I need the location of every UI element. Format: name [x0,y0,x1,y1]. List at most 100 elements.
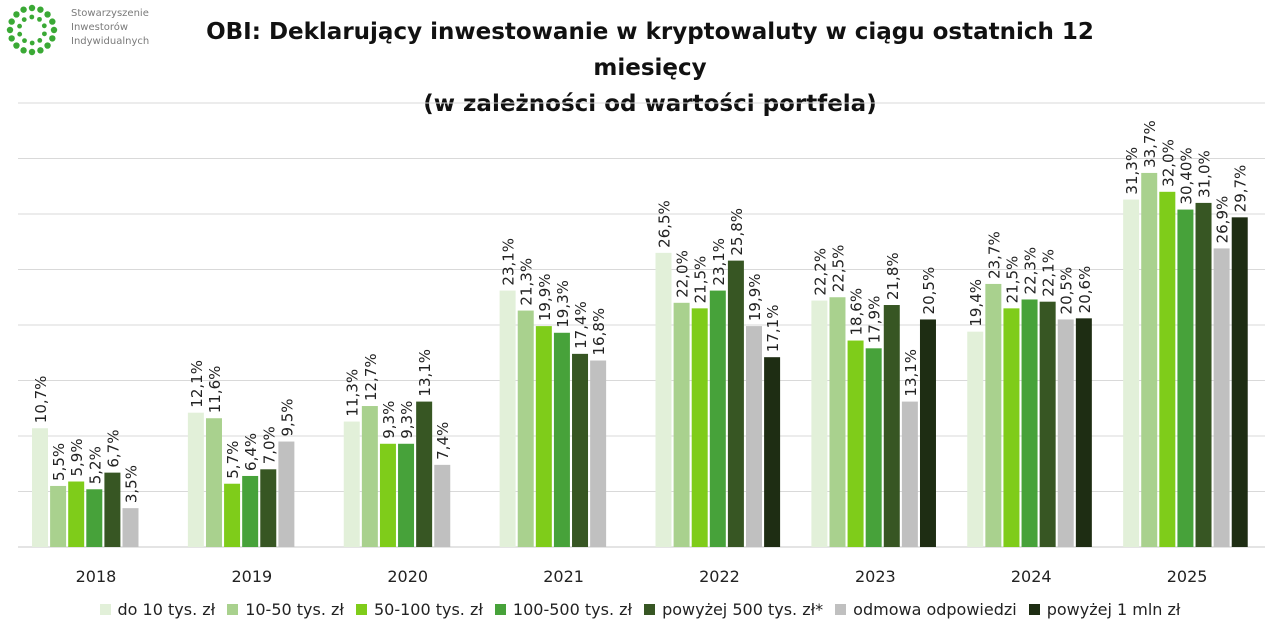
bar [883,305,900,547]
x-tick-label: 2024 [1011,567,1052,586]
sii-logo [6,4,58,56]
bar [1123,199,1140,547]
chart-title: OBI: Deklarujący inwestowanie w kryptowa… [150,14,1150,122]
x-tick-labels: 2018 2019 2020 2021 2022 2023 2024 2025 [76,567,1208,586]
bar [673,302,690,547]
bar [985,283,1002,547]
data-label: 20,5% [920,267,938,315]
bar [590,360,607,547]
bar [1213,248,1230,547]
data-label: 19,9% [536,273,554,321]
legend-label: 100-500 tys. zł [512,600,633,619]
data-label: 30,40% [1177,147,1195,204]
data-label: 31,0% [1196,150,1214,198]
bar [499,290,516,547]
bar [224,483,241,547]
bar [187,412,204,547]
legend-label: powyżej 1 mln zł [1046,600,1181,619]
logo-line: Inwestorów [71,22,129,33]
bar [86,489,103,547]
data-label: 26,5% [656,200,674,248]
bar [32,428,48,547]
bar [572,353,589,547]
legend-label: odmowa odpowiedzi [853,600,1017,619]
data-label: 17,1% [764,305,782,353]
legend-swatch [835,604,847,615]
data-label: 19,9% [746,273,764,321]
bar-chart: 10,7% 5,5% 5,9% 5,2% 6,7%3,5% 12,1% 11,6% 5,7% 6… [18,102,1265,586]
bar [343,421,360,547]
data-label: 23,1% [500,238,518,286]
legend-swatch [99,604,111,615]
bar [553,332,570,547]
data-label: 9,3% [380,401,398,439]
data-label: 21,8% [884,252,902,300]
bar [68,481,85,547]
bars [32,172,1248,548]
data-label: 25,8% [728,208,746,256]
data-label: 29,7% [1232,165,1250,213]
legend-item: do 10 tys. zł [99,600,216,619]
bar [50,485,67,547]
data-label: 7,4% [434,422,452,460]
x-tick-label: 2025 [1167,567,1208,586]
legend-swatch [227,604,239,615]
data-label: 21,5% [692,256,710,304]
data-label: 23,7% [985,231,1003,279]
bar [379,443,396,547]
bar [1039,301,1056,547]
data-label: 5,5% [50,443,68,481]
legend-label: do 10 tys. zł [117,600,216,619]
bar [1003,308,1020,547]
data-label: 13,1% [902,349,920,397]
bar [260,469,277,547]
legend-swatch [494,604,506,615]
bar [361,406,378,547]
logo-line: Stowarzyszenie [71,8,149,19]
data-label: 26,9% [1214,196,1232,244]
bar [517,310,534,547]
legend-swatch [355,604,367,615]
bar [847,340,864,547]
bar [1231,217,1248,547]
data-label: 23,1% [710,238,728,286]
data-label: 22,0% [674,250,692,298]
data-label: 22,2% [811,248,829,296]
data-label: 21,5% [1003,256,1021,304]
bar [1159,191,1176,548]
x-tick-label: 2021 [543,567,584,586]
x-tick-label: 2018 [76,567,117,586]
data-label: 10,7% [32,376,50,424]
bar [1141,172,1158,547]
data-label: 18,6% [848,288,866,336]
x-tick-label: 2022 [699,567,740,586]
bar [967,331,984,547]
legend-swatch [644,604,656,615]
bar [242,475,259,547]
data-label: 31,3% [1123,147,1141,195]
x-tick-label: 2023 [855,567,896,586]
bar [919,319,936,547]
bar [1177,209,1194,547]
data-label: 22,5% [829,245,847,293]
data-label: 3,5% [123,465,141,503]
data-label: 19,4% [967,279,985,327]
data-label: 11,6% [206,366,224,414]
bar [709,290,726,547]
data-label: 5,2% [86,446,104,484]
data-label: 22,1% [1040,249,1058,297]
legend-label: 50-100 tys. zł [373,600,483,619]
legend-item: powyżej 1 mln zł [1028,600,1181,619]
bar [764,357,781,547]
bar [865,348,882,547]
bar [691,308,708,547]
logo-line: Indywidualnych [71,36,150,47]
chart-title-line-1: OBI: Deklarujący inwestowanie w kryptowa… [206,19,1094,81]
chart-title-line-2: (w zależności od wartości portfela) [423,91,877,117]
bar [122,508,139,547]
data-label: 11,3% [344,369,362,417]
bar [811,300,828,547]
bar [205,418,222,547]
data-label: 6,7% [104,430,122,468]
bar [746,326,762,547]
